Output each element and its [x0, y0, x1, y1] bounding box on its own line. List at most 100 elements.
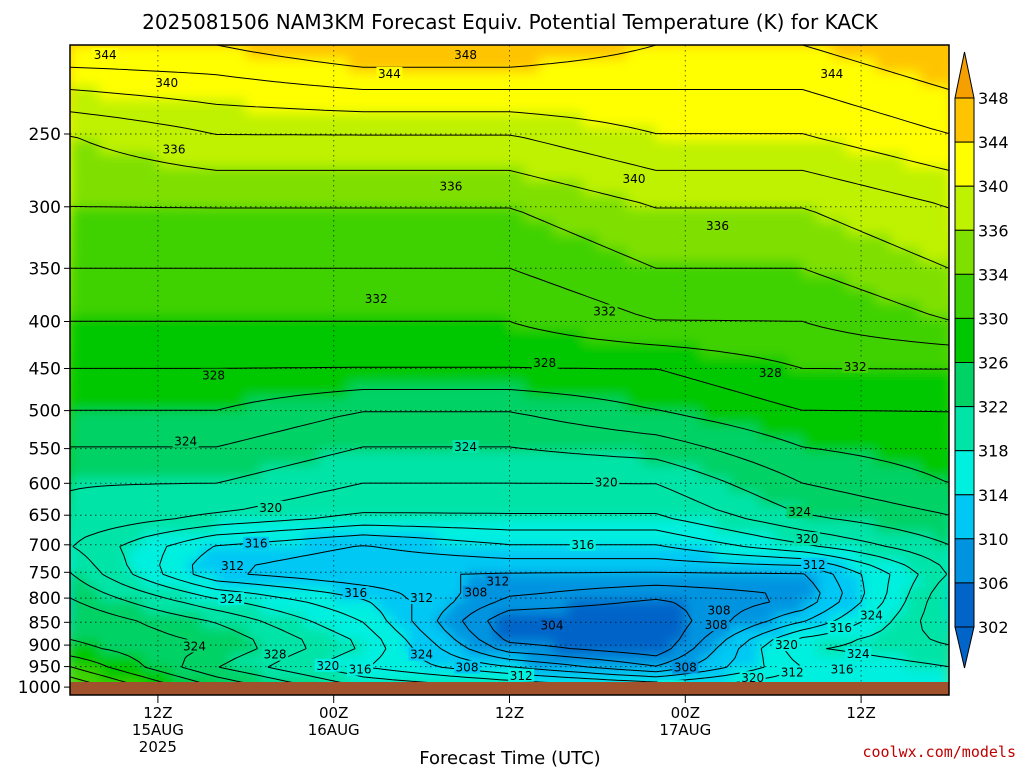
- contour-label-bg: [257, 500, 284, 514]
- y-tick-label: 500: [29, 402, 61, 422]
- field-cell: [275, 546, 291, 561]
- field-cell: [612, 424, 628, 439]
- field-cell: [817, 153, 833, 168]
- y-tick-label: 700: [29, 536, 61, 556]
- field-cell: [538, 58, 555, 73]
- field-cell: [831, 261, 848, 277]
- field-cell: [128, 72, 145, 87]
- field-cell: [289, 302, 306, 317]
- field-cell: [714, 491, 731, 507]
- contour-label: 324: [860, 609, 883, 623]
- field-cell: [333, 370, 350, 385]
- field-cell: [817, 532, 833, 547]
- field-cell: [875, 356, 892, 371]
- field-cell: [319, 464, 335, 480]
- field-cell: [817, 126, 833, 141]
- field-cell: [260, 261, 277, 277]
- field-cell: [275, 221, 291, 236]
- field-cell: [919, 99, 936, 114]
- field-cell: [553, 329, 570, 344]
- field-cell: [714, 139, 731, 155]
- field-cell: [524, 85, 540, 101]
- field-cell: [333, 248, 350, 263]
- field-cell: [363, 491, 379, 507]
- field-cell: [612, 586, 628, 602]
- field-cell: [172, 654, 189, 669]
- field-cell: [304, 424, 321, 439]
- field-cell: [846, 410, 863, 426]
- contour-line: [72, 482, 949, 695]
- field-cell: [758, 166, 775, 182]
- field-cell: [553, 464, 570, 480]
- field-cell: [436, 139, 452, 155]
- field-cell: [157, 654, 174, 669]
- field-cell: [450, 221, 467, 236]
- contour-label: 312: [510, 669, 533, 683]
- field-cell: [480, 153, 496, 168]
- field-cell: [480, 464, 496, 480]
- field-cell: [714, 288, 731, 304]
- field-cell: [831, 451, 848, 466]
- field-cell: [377, 261, 394, 277]
- field-cell: [304, 302, 321, 317]
- field-cell: [582, 248, 599, 263]
- field-cell: [831, 234, 848, 250]
- field-cell: [582, 424, 599, 439]
- field-cell: [934, 221, 949, 236]
- field-cell: [172, 559, 189, 575]
- field-cell: [70, 613, 86, 629]
- field-cell: [919, 72, 936, 87]
- field-cell: [84, 342, 101, 358]
- field-cell: [231, 573, 247, 588]
- field-cell: [436, 207, 452, 222]
- field-cell: [656, 546, 672, 561]
- field-cell: [480, 166, 496, 182]
- field-cell: [597, 505, 614, 520]
- field-cell: [656, 45, 672, 60]
- field-cell: [143, 99, 159, 114]
- field-cell: [861, 546, 877, 561]
- field-cell: [377, 329, 394, 344]
- field-cell: [114, 234, 130, 250]
- field-cell: [84, 58, 101, 73]
- field-cell: [700, 640, 716, 656]
- field-cell: [538, 464, 555, 480]
- field-cell: [289, 180, 306, 195]
- field-cell: [890, 410, 907, 426]
- field-cell: [846, 99, 863, 114]
- field-cell: [538, 586, 555, 602]
- field-cell: [377, 302, 394, 317]
- field-cell: [465, 139, 482, 155]
- field-cell: [729, 559, 745, 575]
- field-cell: [231, 342, 247, 358]
- field-cell: [641, 261, 658, 277]
- field-cell: [363, 464, 379, 480]
- contour-label: 332: [365, 292, 388, 306]
- field-cell: [363, 397, 379, 412]
- field-cell: [114, 166, 130, 182]
- field-cell: [802, 451, 819, 466]
- field-cell: [436, 410, 452, 426]
- field-cell: [143, 559, 159, 575]
- field-cell: [465, 207, 482, 222]
- field-cell: [758, 288, 775, 304]
- field-cell: [377, 99, 394, 114]
- field-cell: [172, 275, 189, 290]
- field-cell: [494, 45, 511, 60]
- field-cell: [172, 546, 189, 561]
- field-cell: [626, 112, 643, 128]
- field-cell: [729, 234, 745, 250]
- field-cell: [641, 613, 658, 629]
- field-cell: [553, 180, 570, 195]
- field-cell: [861, 667, 877, 683]
- field-cell: [846, 288, 863, 304]
- field-cell: [890, 126, 907, 141]
- field-cell: [509, 99, 526, 114]
- field-cell: [84, 356, 101, 371]
- field-cell: [934, 234, 949, 250]
- field-cell: [670, 342, 687, 358]
- field-cell: [157, 261, 174, 277]
- field-cell: [128, 194, 145, 209]
- field-cell: [685, 166, 701, 182]
- field-cell: [831, 248, 848, 263]
